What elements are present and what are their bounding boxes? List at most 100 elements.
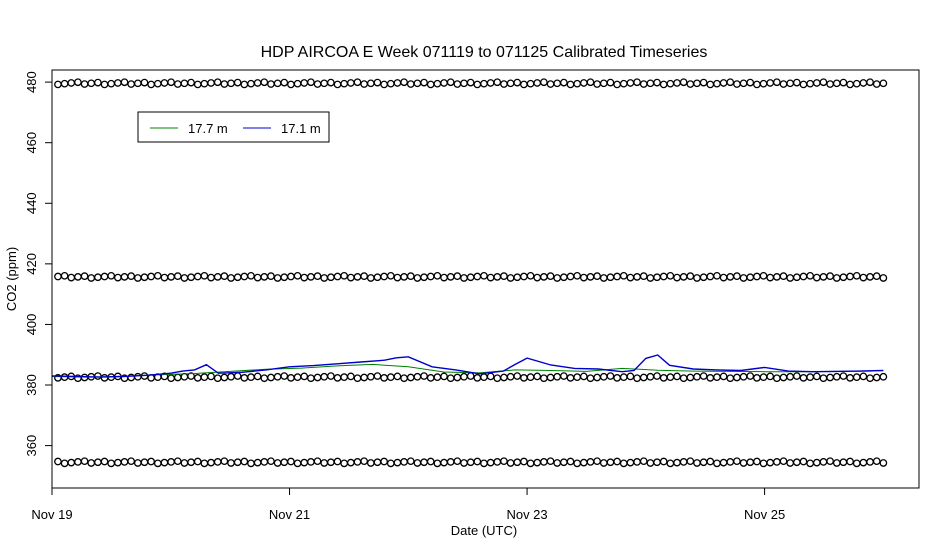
- calibration-point: [619, 373, 628, 381]
- calibration-point: [267, 373, 275, 382]
- calibration-point: [746, 372, 755, 380]
- calibration-point: [553, 274, 562, 282]
- calibration-point: [506, 459, 515, 467]
- calibration-point: [260, 78, 269, 87]
- calibration-point: [327, 273, 335, 282]
- calibration-point: [260, 273, 269, 281]
- calibration-point: [353, 273, 362, 281]
- calibration-point: [353, 458, 362, 466]
- calibration-point: [806, 79, 814, 88]
- calibration-point: [573, 79, 582, 88]
- calibration-point: [67, 458, 76, 467]
- calibration-point: [779, 457, 788, 466]
- calibration-point: [500, 373, 508, 382]
- calibration-point: [420, 458, 428, 467]
- calibration-point: [579, 79, 588, 87]
- calibration-point: [420, 78, 428, 87]
- calibration-point: [699, 458, 708, 467]
- calibration-point: [360, 373, 368, 382]
- calibration-point: [619, 79, 628, 88]
- calibration-point: [420, 273, 428, 282]
- calibration-point: [719, 372, 728, 381]
- calibration-point: [313, 80, 322, 88]
- calibration-point: [366, 372, 375, 381]
- calibration-point: [287, 80, 295, 89]
- calibration-point: [706, 80, 715, 89]
- calibration-point: [679, 458, 688, 466]
- calibration-point: [267, 272, 275, 281]
- calibration-point: [706, 272, 715, 281]
- calibration-point: [300, 372, 309, 381]
- calibration-point: [107, 271, 116, 280]
- calibration-point: [193, 272, 202, 281]
- calibration-point: [613, 80, 621, 89]
- calibration-point: [187, 372, 195, 380]
- calibration-point: [213, 458, 222, 466]
- calibration-point: [293, 373, 302, 381]
- calibration-point: [599, 372, 608, 381]
- calibration-point: [513, 273, 522, 282]
- calibration-point: [446, 78, 455, 87]
- calibration-point: [713, 459, 721, 468]
- calibration-point: [200, 271, 209, 280]
- calibration-point: [633, 78, 641, 87]
- calibration-point: [759, 373, 768, 381]
- calibration-point: [606, 458, 615, 467]
- calibration-point: [739, 372, 748, 381]
- calibration-point: [373, 372, 382, 380]
- calibration-point: [506, 274, 515, 282]
- calibration-point: [60, 79, 69, 88]
- calibration-point: [533, 458, 542, 467]
- calibration-point: [133, 79, 142, 88]
- calibration-point: [147, 457, 155, 466]
- calibration-point: [859, 372, 868, 381]
- calibration-point: [786, 79, 795, 88]
- calibration-point: [307, 273, 315, 281]
- calibration-point: [406, 373, 415, 382]
- calibration-point: [733, 373, 741, 382]
- calibration-point: [167, 273, 175, 281]
- calibration-point: [300, 273, 309, 282]
- calibration-point: [113, 273, 122, 282]
- x-tick-label: Nov 19: [31, 507, 72, 522]
- calibration-point: [626, 273, 635, 282]
- calibration-point: [559, 372, 568, 380]
- calibration-point: [566, 272, 575, 281]
- calibration-point: [287, 457, 295, 466]
- calibration-point: [486, 273, 495, 282]
- calibration-point: [280, 458, 289, 467]
- calibration-point: [207, 458, 215, 467]
- calibration-point: [826, 457, 834, 466]
- calibration-point: [526, 79, 535, 88]
- calibration-point: [586, 374, 595, 383]
- calibration-point: [60, 271, 69, 280]
- calibration-point: [619, 271, 628, 280]
- series-lines: [51, 354, 884, 378]
- calibration-point: [726, 78, 735, 87]
- calibration-point: [133, 459, 142, 467]
- calibration-point: [240, 272, 249, 281]
- calibration-point: [706, 457, 715, 466]
- calibration-point: [453, 373, 462, 382]
- calibration-point: [872, 457, 881, 466]
- calibration-point: [253, 372, 262, 381]
- calibration-point: [327, 372, 335, 380]
- calibration-point: [213, 273, 222, 281]
- calibration-point: [832, 372, 841, 381]
- series-line-17-1-m: [51, 354, 884, 378]
- calibration-point: [759, 271, 768, 280]
- calibration-point: [546, 272, 555, 281]
- calibration-point: [613, 374, 621, 382]
- calibration-point: [340, 459, 349, 468]
- calibration-point: [260, 374, 269, 383]
- calibration-point: [300, 458, 309, 467]
- calibration-point: [806, 459, 814, 468]
- calibration-point: [839, 458, 848, 467]
- calibration-point: [313, 373, 322, 382]
- calibration-point: [806, 271, 814, 280]
- calibration-point: [586, 78, 595, 87]
- y-axis-label: CO2 (ppm): [4, 247, 19, 311]
- calibration-point: [220, 373, 229, 382]
- calibration-point: [792, 372, 801, 380]
- x-tick-label: Nov 21: [269, 507, 310, 522]
